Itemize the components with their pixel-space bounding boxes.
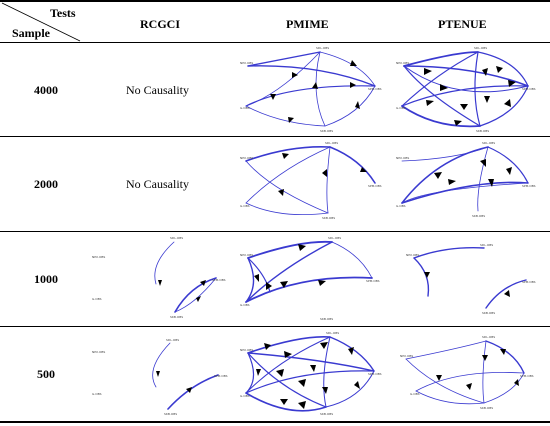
svg-text:SKB.OBS: SKB.OBS — [320, 129, 333, 133]
graph-rcgci-500: NPX.OBS SDL.OBS SPM.OBS G.OBS SKB.OBS — [92, 338, 228, 416]
svg-text:G.OBS: G.OBS — [240, 394, 250, 398]
graph-rcgci-1000: NPX.OBS SDL.OBS SPM.OBS G.OBS SKB.OBS — [92, 236, 226, 319]
svg-text:SPM.OBS: SPM.OBS — [366, 279, 380, 283]
svg-text:G.OBS: G.OBS — [92, 297, 102, 301]
svg-text:SKB.OBS: SKB.OBS — [320, 317, 333, 321]
svg-text:G.OBS: G.OBS — [396, 204, 406, 208]
row-label-500: 500 — [37, 367, 55, 381]
header-diagonal — [1, 2, 81, 42]
svg-text:SDL.OBS: SDL.OBS — [166, 338, 179, 342]
svg-text:SDL.OBS: SDL.OBS — [170, 236, 183, 240]
svg-text:NPX.OBS: NPX.OBS — [406, 253, 419, 257]
rule-row-2 — [0, 231, 550, 232]
svg-text:NPX.OBS: NPX.OBS — [396, 61, 409, 65]
svg-text:SPM.OBS: SPM.OBS — [212, 278, 226, 282]
graph-pmime-2000: NPX.OBS SDL.OBS SPM.OBS G.OBS SKB.OBS — [240, 141, 382, 220]
graph-ptenue-4000: NPX.OBS SDL.OBS SPM.OBS G.OBS SKB.OBS — [396, 46, 536, 133]
svg-text:NPX.OBS: NPX.OBS — [240, 156, 253, 160]
svg-text:SPM.OBS: SPM.OBS — [214, 374, 228, 378]
svg-text:SKB.OBS: SKB.OBS — [320, 412, 333, 416]
svg-text:NPX.OBS: NPX.OBS — [92, 255, 105, 259]
svg-text:NPX.OBS: NPX.OBS — [92, 350, 105, 354]
rule-top — [0, 0, 550, 2]
svg-text:SKB.OBS: SKB.OBS — [322, 216, 335, 220]
svg-text:SPM.OBS: SPM.OBS — [368, 184, 382, 188]
svg-text:G.OBS: G.OBS — [240, 303, 250, 307]
svg-text:NPX.OBS: NPX.OBS — [400, 354, 413, 358]
header-col-rcgci: RCGCI — [140, 17, 181, 31]
row-label-2000: 2000 — [34, 177, 58, 191]
rcgci-2000-no-causality: No Causality — [126, 177, 189, 191]
svg-text:G.OBS: G.OBS — [396, 106, 406, 110]
svg-text:G.OBS: G.OBS — [240, 106, 250, 110]
svg-text:SDL.OBS: SDL.OBS — [474, 46, 487, 50]
graph-pmime-500: NPX.OBS SDL.OBS SPM.OBS G.OBS SKB.OBS — [240, 331, 382, 416]
svg-text:SKB.OBS: SKB.OBS — [482, 311, 495, 315]
svg-text:SPM.OBS: SPM.OBS — [520, 374, 534, 378]
svg-text:SDL.OBS: SDL.OBS — [328, 236, 341, 240]
svg-text:NPX.OBS: NPX.OBS — [396, 156, 409, 160]
svg-text:SDL.OBS: SDL.OBS — [316, 46, 329, 50]
svg-text:SPM.OBS: SPM.OBS — [522, 87, 536, 91]
svg-text:SKB.OBS: SKB.OBS — [164, 412, 177, 416]
header-col-ptenue: PTENUE — [438, 17, 487, 31]
svg-text:SPM.OBS: SPM.OBS — [522, 280, 536, 284]
rcgci-4000-no-causality: No Causality — [126, 83, 189, 97]
svg-text:SPM.OBS: SPM.OBS — [368, 372, 382, 376]
header-tests: Tests — [50, 6, 76, 20]
row-label-4000: 4000 — [34, 83, 58, 97]
svg-text:SDL.OBS: SDL.OBS — [482, 335, 495, 339]
svg-text:SKB.OBS: SKB.OBS — [170, 315, 183, 319]
rule-row-1 — [0, 136, 550, 137]
svg-text:SDL.OBS: SDL.OBS — [325, 141, 338, 145]
svg-text:SKB.OBS: SKB.OBS — [476, 129, 489, 133]
graph-pmime-4000: NPX.OBS SDL.OBS SPM.OBS G.OBS SKB.OBS — [240, 46, 382, 133]
header-sample: Sample — [12, 26, 51, 40]
graph-ptenue-2000: NPX.OBS SDL.OBS SPM.OBS G.OBS SKB.OBS — [396, 141, 536, 218]
header-col-pmime: PMIME — [286, 17, 329, 31]
graph-ptenue-500: NPX.OBS SDL.OBS SPM.OBS G.OBS SKB.OBS — [400, 335, 534, 410]
svg-text:SPM.OBS: SPM.OBS — [368, 87, 382, 91]
svg-text:SDL.OBS: SDL.OBS — [326, 331, 339, 335]
svg-text:G.OBS: G.OBS — [410, 392, 420, 396]
svg-text:NPX.OBS: NPX.OBS — [240, 253, 253, 257]
svg-text:SKB.OBS: SKB.OBS — [480, 406, 493, 410]
svg-text:G.OBS: G.OBS — [92, 392, 102, 396]
rule-row-3 — [0, 326, 550, 327]
rule-header — [0, 42, 550, 43]
svg-text:NPX.OBS: NPX.OBS — [240, 61, 253, 65]
svg-text:G.OBS: G.OBS — [240, 204, 250, 208]
svg-text:SDL.OBS: SDL.OBS — [480, 243, 493, 247]
graph-pmime-1000: NPX.OBS SDL.OBS SPM.OBS G.OBS SKB.OBS — [240, 236, 380, 321]
rule-bottom — [0, 421, 550, 423]
svg-text:SKB.OBS: SKB.OBS — [472, 214, 485, 218]
svg-text:NPX.OBS: NPX.OBS — [240, 348, 253, 352]
graph-ptenue-1000: NPX.OBS SDL.OBS SPM.OBS SKB.OBS — [406, 243, 536, 315]
row-label-1000: 1000 — [34, 272, 58, 286]
svg-text:SPM.OBS: SPM.OBS — [522, 184, 536, 188]
svg-text:SDL.OBS: SDL.OBS — [482, 141, 495, 145]
